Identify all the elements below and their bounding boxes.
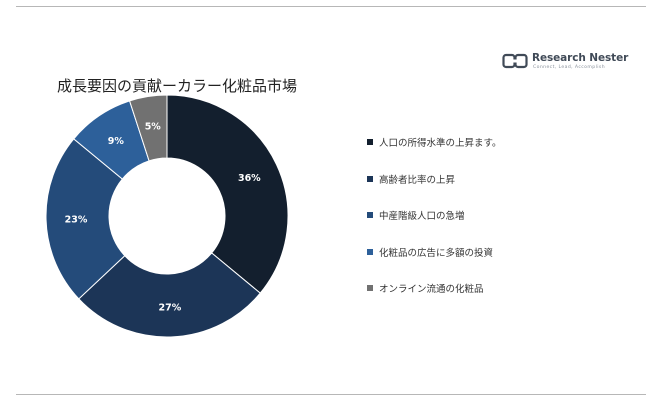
legend-label: 高齢者比率の上昇 <box>379 174 456 186</box>
legend-swatch <box>367 175 373 182</box>
logo-name: Research Nester <box>532 52 629 64</box>
legend-item-2: 高齢者比率の上昇 <box>367 171 502 187</box>
donut-label-5: 5% <box>145 122 162 133</box>
research-nester-logo: Research Nester Connect, Lead, Accomplis… <box>502 52 632 74</box>
donut-slice-5 <box>128 94 168 162</box>
donut-label-4: 9% <box>108 136 125 147</box>
legend-label: オンライン流通の化粧品 <box>379 284 484 295</box>
donut-slice-2 <box>78 252 261 338</box>
chart-title: 成長要因の貢献ーカラー化粧品市場 <box>57 77 298 95</box>
legend-label: 化粧品の広告に多額の投資 <box>379 247 494 259</box>
legend-label: 人口の所得水準の上昇ます。 <box>379 138 502 149</box>
donut-slice-1 <box>166 94 289 294</box>
donut-label-1: 36% <box>238 173 261 184</box>
legend-item-5: オンライン流通の化粧品 <box>367 280 502 296</box>
legend-item-4: 化粧品の広告に多額の投資 <box>367 244 502 260</box>
logo-mark-icon <box>502 53 528 69</box>
legend-label: 中産階級人口の急増 <box>379 211 465 222</box>
chart-legend: 人口の所得水準の上昇ます。 高齢者比率の上昇 中産階級人口の急増化粧品の広告に多額の… <box>367 134 502 317</box>
top-divider <box>16 6 646 7</box>
legend-swatch <box>367 139 373 145</box>
legend-item-1: 人口の所得水準の上昇ます。 <box>367 134 502 150</box>
legend-swatch <box>367 212 373 218</box>
legend-swatch <box>367 248 373 255</box>
legend-item-3: 中産階級人口の急増 <box>367 207 502 223</box>
bottom-divider <box>16 394 646 395</box>
legend-swatch <box>367 285 373 291</box>
donut-label-3: 23% <box>65 214 88 225</box>
donut-slice-3 <box>45 138 126 300</box>
logo-tagline: Connect, Lead, Accomplish <box>533 65 606 70</box>
donut-label-2: 27% <box>158 302 181 313</box>
